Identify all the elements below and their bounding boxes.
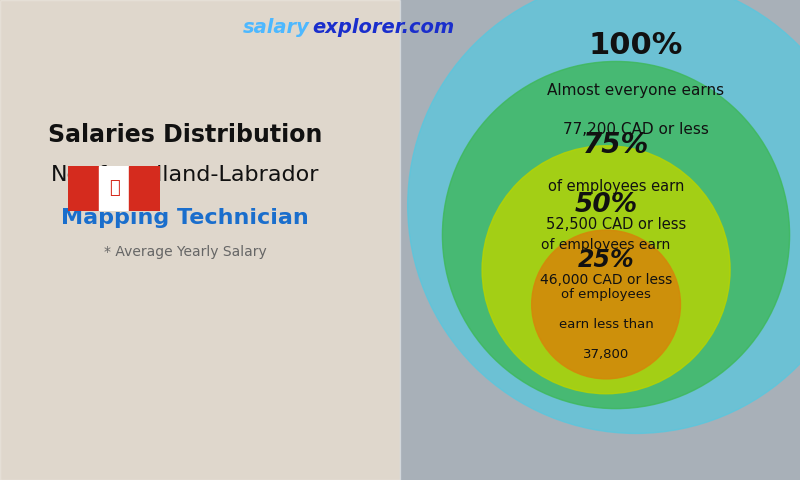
Bar — [0, 0, 400, 480]
Text: 25%: 25% — [578, 248, 634, 272]
Bar — [400, 0, 800, 480]
Text: 50%: 50% — [574, 192, 638, 218]
Bar — [68, 166, 98, 211]
Bar — [98, 166, 130, 211]
Text: 75%: 75% — [583, 131, 649, 159]
Text: * Average Yearly Salary: * Average Yearly Salary — [104, 245, 266, 259]
Text: of employees earn: of employees earn — [548, 180, 684, 194]
Text: salary: salary — [243, 18, 310, 37]
Text: 🍁: 🍁 — [109, 180, 119, 197]
Text: 46,000 CAD or less: 46,000 CAD or less — [540, 273, 672, 287]
Text: earn less than: earn less than — [558, 318, 654, 331]
Text: Salaries Distribution: Salaries Distribution — [48, 123, 322, 147]
Text: Mapping Technician: Mapping Technician — [61, 208, 309, 228]
FancyBboxPatch shape — [0, 0, 400, 480]
Text: explorer.com: explorer.com — [312, 18, 454, 37]
Text: Almost everyone earns: Almost everyone earns — [547, 83, 725, 98]
Text: of employees earn: of employees earn — [542, 238, 670, 252]
Text: 37,800: 37,800 — [583, 348, 630, 360]
Text: 52,500 CAD or less: 52,500 CAD or less — [546, 216, 686, 232]
Bar — [130, 166, 160, 211]
Text: Newfoundland-Labrador: Newfoundland-Labrador — [50, 165, 319, 185]
Circle shape — [442, 61, 790, 408]
Text: of employees: of employees — [561, 288, 651, 301]
Circle shape — [482, 146, 730, 394]
Text: 100%: 100% — [589, 31, 683, 60]
Text: 77,200 CAD or less: 77,200 CAD or less — [563, 122, 709, 137]
Circle shape — [532, 230, 681, 379]
Circle shape — [408, 0, 800, 433]
